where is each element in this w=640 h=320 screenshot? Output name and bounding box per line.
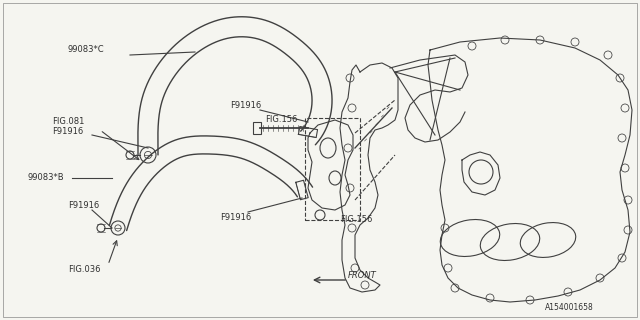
Text: FIG.081: FIG.081: [52, 117, 84, 126]
Text: F91916: F91916: [220, 213, 252, 222]
Text: A154001658: A154001658: [545, 303, 594, 313]
Text: F91916: F91916: [68, 201, 99, 210]
Bar: [305, 118, 360, 220]
Text: 99083*B: 99083*B: [28, 173, 65, 182]
Text: 99083*C: 99083*C: [68, 45, 104, 54]
Text: FRONT: FRONT: [348, 270, 377, 279]
Text: F91916: F91916: [230, 100, 261, 109]
Text: FIG.156: FIG.156: [265, 116, 298, 124]
Text: F91916: F91916: [52, 127, 83, 137]
Text: FIG.036: FIG.036: [68, 266, 100, 275]
Text: FIG.156: FIG.156: [340, 215, 372, 225]
Bar: [253, 122, 261, 134]
